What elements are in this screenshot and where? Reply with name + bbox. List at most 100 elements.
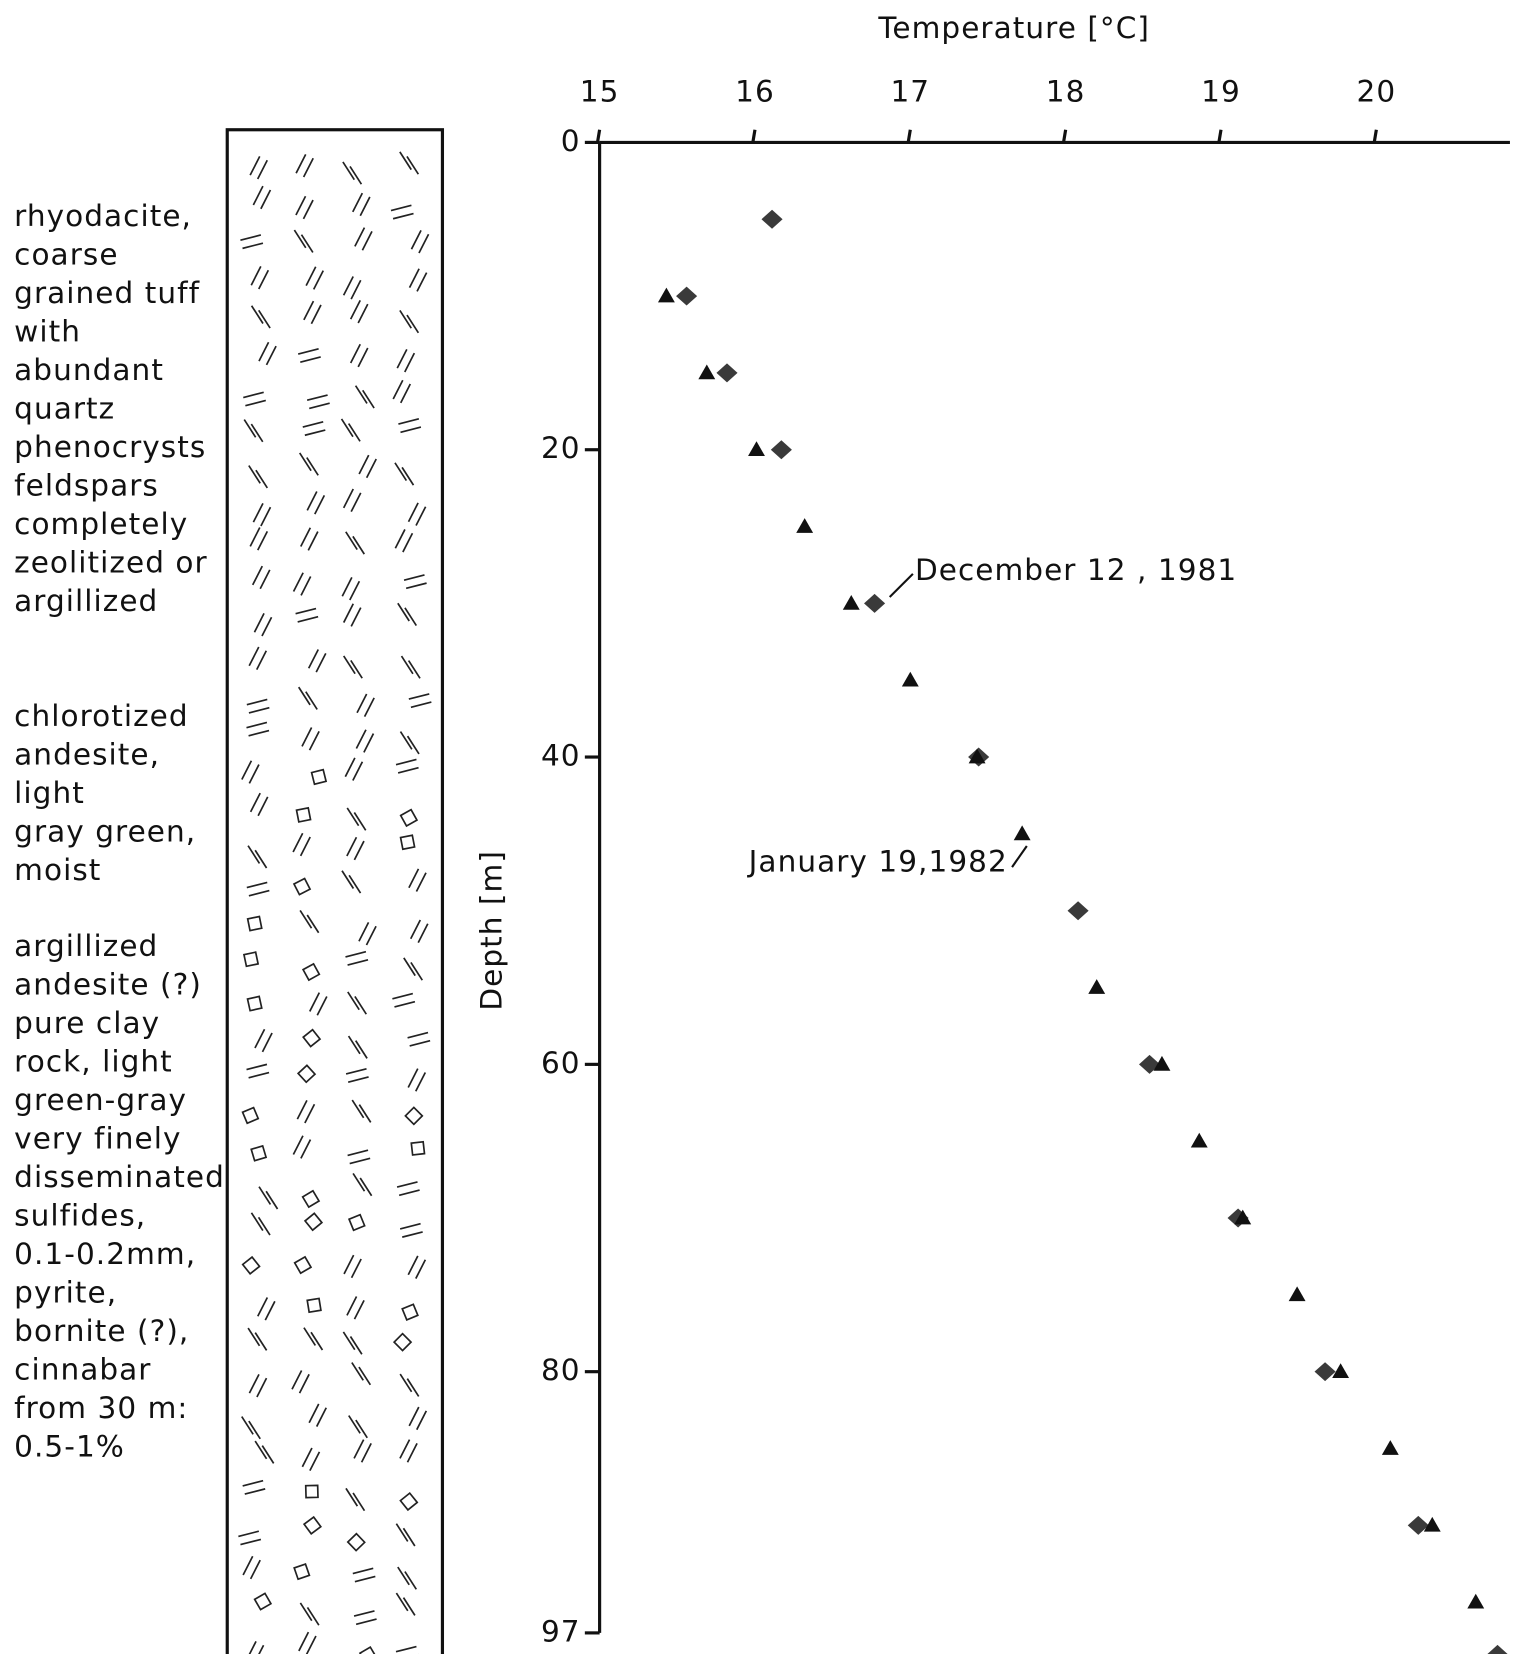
hatch-mark xyxy=(305,1213,322,1230)
hatch-mark xyxy=(310,1452,320,1471)
hatch-mark xyxy=(353,1568,373,1573)
diamond-point xyxy=(1139,1055,1160,1074)
hatch-mark xyxy=(310,731,320,750)
hatch-mark xyxy=(257,1378,267,1397)
diamond-point xyxy=(676,287,697,306)
hatch-mark xyxy=(302,728,312,747)
lithology-text: pyrite, xyxy=(14,1275,117,1309)
hatch-mark xyxy=(245,1489,265,1494)
hatch-mark xyxy=(310,993,320,1012)
lithology-text: andesite, xyxy=(14,737,160,771)
lithology-text: argillized xyxy=(14,584,158,618)
triangle-point xyxy=(658,288,675,303)
hatch-mark xyxy=(411,702,431,707)
hatch-mark xyxy=(417,273,427,292)
diamond-point xyxy=(864,594,885,613)
hatch-mark xyxy=(401,384,411,403)
hatch-mark xyxy=(393,214,413,219)
lithology-text: completely xyxy=(14,507,188,541)
hatch-mark xyxy=(347,837,357,856)
hatch-mark xyxy=(238,1531,258,1536)
triangle-point xyxy=(1332,1363,1349,1378)
hatch-mark xyxy=(255,1029,265,1048)
x-tick xyxy=(1374,130,1376,143)
hatch-mark xyxy=(393,380,403,399)
hatch-mark xyxy=(398,419,418,424)
hatch-mark xyxy=(350,581,360,600)
hatch-mark xyxy=(316,653,326,672)
hatch-mark xyxy=(356,730,366,749)
triangle-point xyxy=(843,595,860,610)
x-tick-label: 16 xyxy=(735,74,775,108)
hatch-mark xyxy=(243,1257,260,1274)
hatch-mark xyxy=(305,1104,315,1123)
hatch-mark xyxy=(240,235,260,240)
hatch-mark xyxy=(312,770,326,784)
annotation-leader xyxy=(1012,846,1027,867)
hatch-mark xyxy=(359,455,369,474)
lithology-text: gray green, xyxy=(14,814,196,848)
hatch-mark xyxy=(397,349,407,368)
hatch-mark xyxy=(405,353,415,372)
hatch-mark xyxy=(293,1136,303,1155)
lithology-text: moist xyxy=(14,853,101,887)
x-tick-label: 20 xyxy=(1357,74,1397,108)
hatch-mark xyxy=(243,1481,263,1486)
hatch-mark xyxy=(307,395,327,400)
hatch-mark xyxy=(254,1645,264,1654)
hatch-mark xyxy=(265,1301,275,1320)
lithology-text: disseminated xyxy=(14,1160,225,1194)
hatch-mark xyxy=(351,280,361,299)
hatch-mark xyxy=(311,305,321,324)
hatch-mark xyxy=(249,765,259,784)
hatch-mark xyxy=(251,1560,261,1579)
hatch-mark xyxy=(249,1374,259,1393)
lithology-text: grained tuff xyxy=(14,276,200,310)
lithology-text: with xyxy=(14,314,81,348)
diamond-point xyxy=(1408,1516,1429,1535)
hatch-mark xyxy=(396,759,416,764)
y-axis-label: Depth [m] xyxy=(475,850,509,1011)
lithology-text: pure clay xyxy=(14,1006,160,1040)
y-tick-label: 40 xyxy=(541,739,581,773)
hatch-mark xyxy=(247,882,267,887)
hatch-mark xyxy=(355,1576,375,1581)
y-tick-label: 0 xyxy=(561,124,581,158)
hatch-mark xyxy=(416,873,426,892)
hatch-mark xyxy=(409,694,429,699)
hatch-mark xyxy=(353,193,363,212)
lithology-text: light xyxy=(14,776,85,810)
hatch-mark xyxy=(404,575,424,580)
hatch-mark xyxy=(345,952,365,957)
hatch-mark xyxy=(240,1539,260,1544)
x-tick-label: 17 xyxy=(890,74,930,108)
x-tick xyxy=(1219,130,1221,143)
hatch-mark xyxy=(348,960,368,965)
hatch-mark xyxy=(348,1077,368,1082)
hatch-mark xyxy=(301,837,311,856)
diamond-point xyxy=(1315,1362,1336,1381)
hatch-mark xyxy=(300,1374,310,1393)
hatch-mark xyxy=(248,996,262,1010)
chart: rhyodacite,coarsegrained tuffwithabundan… xyxy=(0,0,1522,1654)
hatch-mark xyxy=(298,617,318,622)
hatch-mark xyxy=(304,1517,321,1534)
hatch-mark xyxy=(242,761,252,780)
hatch-mark xyxy=(302,1448,312,1467)
x-tick-label: 18 xyxy=(1046,74,1086,108)
hatch-mark xyxy=(344,489,354,508)
hatch-mark xyxy=(262,1033,272,1052)
hatch-mark xyxy=(303,1191,319,1207)
hatch-mark xyxy=(307,1298,321,1312)
hatch-mark xyxy=(347,1297,357,1316)
y-tick-label: 97 xyxy=(541,1614,581,1648)
hatch-mark xyxy=(346,1069,366,1074)
hatch-mark xyxy=(292,1370,302,1389)
hatch-mark xyxy=(345,758,355,777)
hatch-mark xyxy=(248,917,262,931)
hatch-mark xyxy=(294,573,304,592)
hatch-mark xyxy=(297,808,311,822)
hatch-mark xyxy=(295,1257,311,1273)
hatch-mark xyxy=(354,841,364,860)
hatch-mark xyxy=(298,1065,315,1082)
